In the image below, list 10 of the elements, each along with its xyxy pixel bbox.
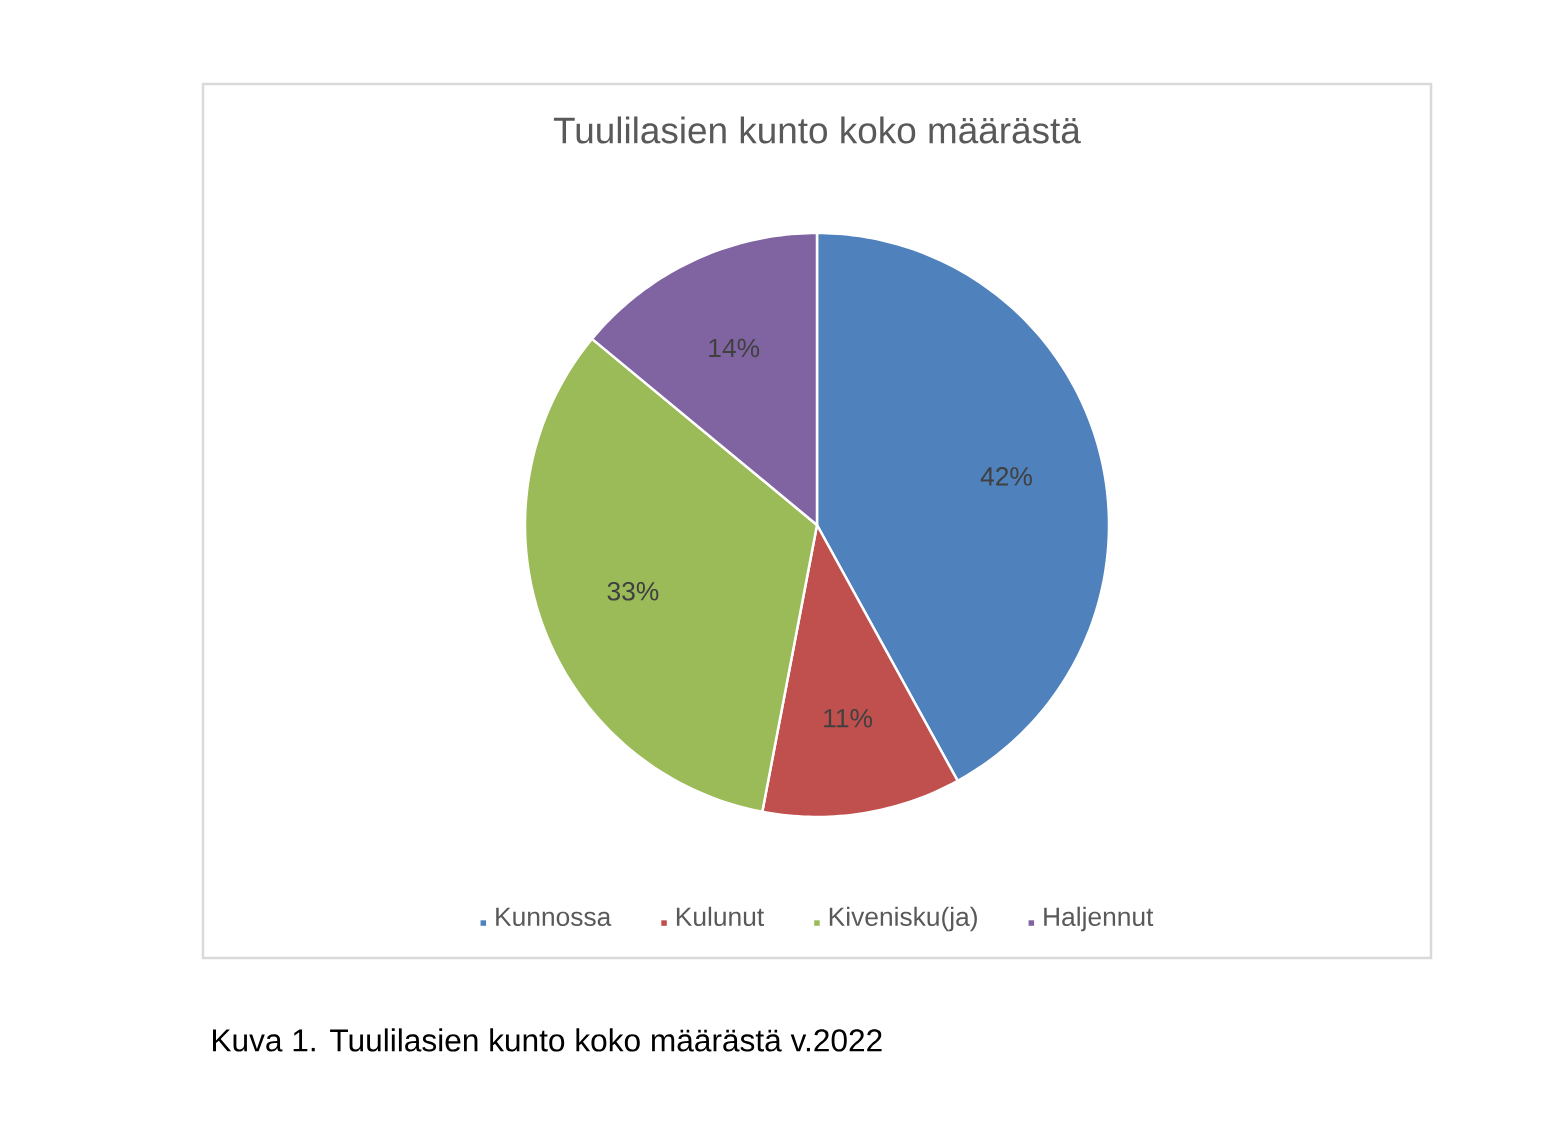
chart-title: Tuulilasien kunto koko määrästä: [553, 116, 1081, 144]
data-label: 33%: [607, 581, 659, 601]
data-label: 11%: [824, 708, 873, 728]
legend-label: Kulunut: [676, 906, 764, 927]
legend-label: Kunnossa: [496, 907, 612, 927]
legend-label: Kivenisku(ja): [829, 906, 977, 932]
text: Kuva 1. Tuulilasien kunto koko määrästä v.2022: [213, 1028, 882, 1052]
data-label: 42%: [980, 467, 1032, 486]
legend-label: Haljennut: [1044, 906, 1154, 932]
data-label: 14%: [709, 338, 760, 358]
